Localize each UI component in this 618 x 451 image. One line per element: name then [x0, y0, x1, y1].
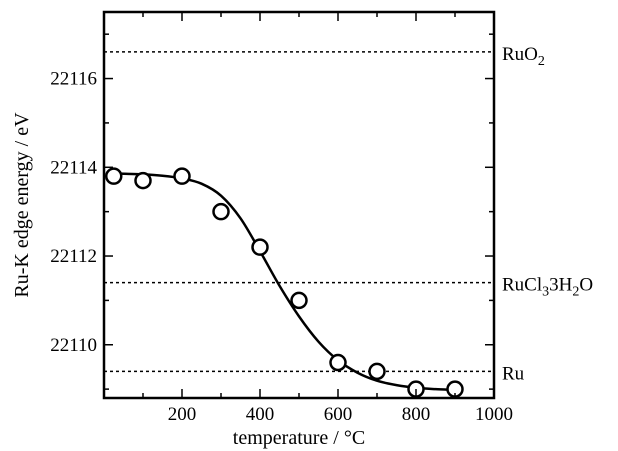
y-axis-label: Ru-K edge energy / eV: [11, 112, 33, 298]
data-point: [105, 167, 123, 185]
data-point: [329, 353, 347, 372]
data-points: [105, 167, 464, 398]
plot-frame: [102, 10, 496, 400]
y-tick-label: 22112: [50, 246, 97, 267]
x-tick-label: 200: [168, 404, 197, 425]
data-point: [251, 238, 269, 256]
data-point: [134, 171, 152, 190]
reference-label: Ru: [502, 363, 525, 384]
reference-labels: RuO2 RuCl33H2O Ru: [502, 44, 593, 384]
x-tick-label: 600: [324, 404, 353, 425]
axis-ticks: [104, 12, 494, 398]
data-point: [368, 362, 386, 381]
y-tick-label: 22110: [50, 335, 97, 356]
y-tick-label: 22116: [50, 69, 97, 90]
data-point: [212, 202, 230, 221]
tick-labels: 200 400 600 800 1000 22110 22112 22114 22116: [50, 69, 513, 425]
data-point: [290, 291, 308, 310]
x-tick-label: 1000: [475, 404, 513, 425]
x-axis-label: temperature / °C: [233, 427, 365, 449]
reference-label: RuCl33H2O: [502, 275, 593, 300]
data-point: [173, 167, 191, 185]
reference-lines: [104, 51, 494, 373]
y-tick-label: 22114: [50, 157, 97, 178]
x-tick-label: 800: [402, 404, 431, 425]
reference-label: RuO2: [502, 44, 545, 69]
x-tick-label: 400: [246, 404, 275, 425]
